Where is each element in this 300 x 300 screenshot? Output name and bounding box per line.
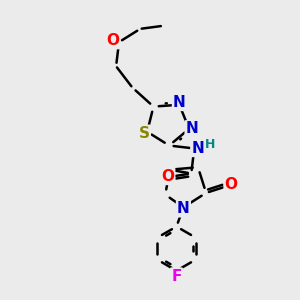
Text: F: F	[171, 268, 182, 284]
Text: N: N	[173, 95, 186, 110]
Text: N: N	[186, 121, 198, 136]
Text: N: N	[177, 201, 190, 216]
Text: H: H	[205, 138, 215, 151]
Text: S: S	[139, 126, 150, 141]
Text: O: O	[161, 169, 174, 184]
Text: O: O	[225, 177, 238, 192]
Text: O: O	[106, 33, 119, 48]
Text: N: N	[191, 141, 204, 156]
